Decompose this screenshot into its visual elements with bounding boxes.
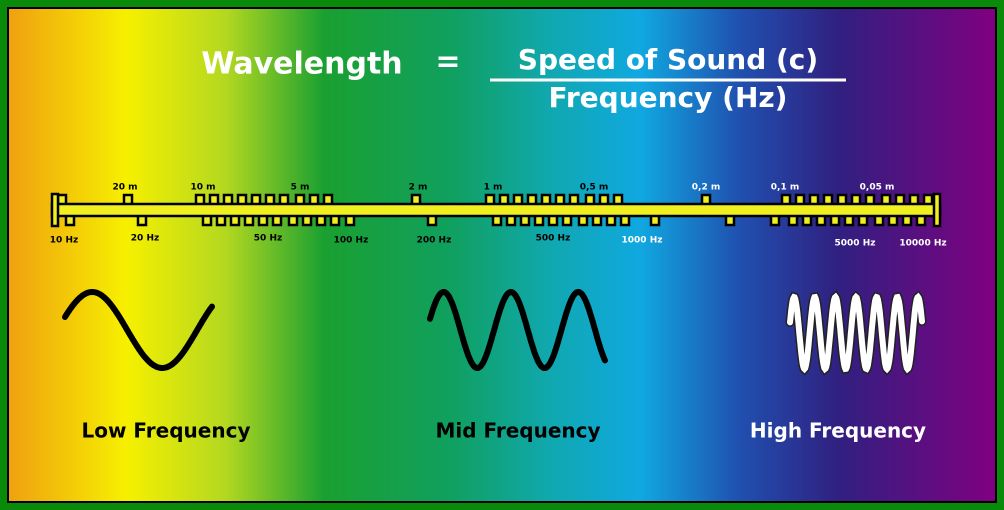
wave-label: Mid Frequency [435,419,600,443]
formula-left: Wavelength [201,47,402,82]
wave-label: Low Frequency [82,419,251,443]
frequency-label: 20 Hz [131,234,159,244]
spectrum-background [7,7,997,503]
ruler: 20 m 10 m 5 m 2 m 1 m 0,5 m 0,2 m 0,1 m 0,05 m 10… [50,183,947,249]
waves: Low Frequency Mid Frequency High Frequency [62,289,927,443]
wave [62,289,215,371]
wavelength-label: 5 m [291,183,310,193]
wavelength-label: 2 m [409,183,428,193]
frequency-label: 10 Hz [50,236,78,246]
frequency-label: 1000 Hz [622,236,663,246]
frequency-label: 500 Hz [536,234,571,244]
formula-denominator: Frequency (Hz) [549,81,788,114]
ruler-band [50,202,942,218]
ruler-end [50,192,60,228]
wave-label: High Frequency [750,419,926,443]
wavelength-label: 0,5 m [580,183,608,193]
formula-numerator: Speed of Sound (c) [518,43,818,76]
frequency-label: 50 Hz [254,234,282,244]
wavelength-label: 20 m [112,183,137,193]
frequency-label: 200 Hz [417,236,452,246]
frequency-label: 5000 Hz [835,239,876,249]
wavelength-label: 10 m [190,183,215,193]
wave [787,292,925,374]
frequency-label: 10000 Hz [899,239,946,249]
wavelength-label: 0,1 m [771,183,799,193]
wavelength-label: 0,05 m [860,183,895,193]
frequency-label: 100 Hz [334,236,369,246]
wavelength-label: 1 m [484,183,503,193]
formula-equals: = [435,45,460,80]
ruler-end [932,192,942,228]
wavelength-label: 0,2 m [692,183,720,193]
wave [427,289,608,372]
